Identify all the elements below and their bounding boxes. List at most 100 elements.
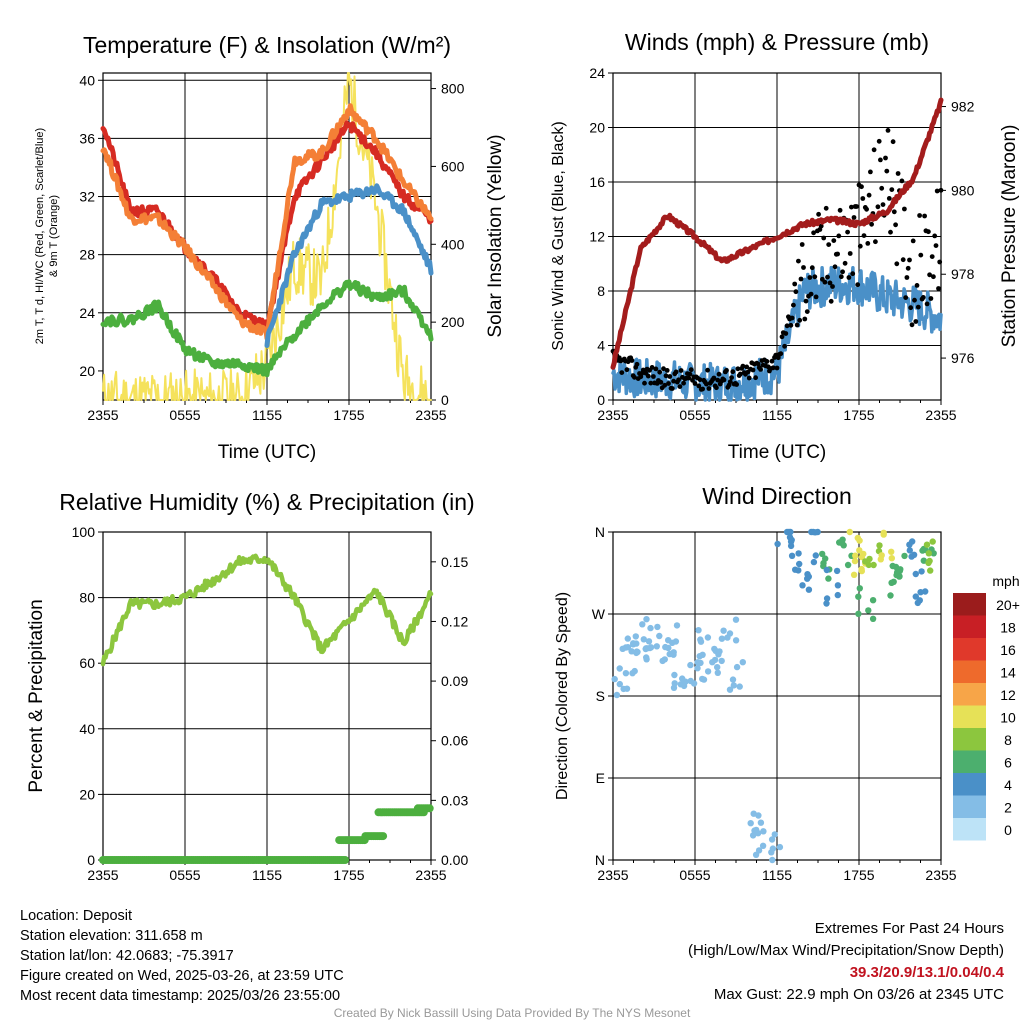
gust-point bbox=[894, 261, 900, 267]
station-elevation: Station elevation: 311.658 m bbox=[20, 928, 203, 944]
gust-point bbox=[859, 184, 864, 190]
gust-point bbox=[924, 301, 930, 307]
direction-point bbox=[687, 661, 694, 669]
gust-point bbox=[900, 257, 906, 263]
direction-point bbox=[823, 600, 830, 607]
gust-point bbox=[778, 351, 784, 357]
y2-tick-label: 200 bbox=[441, 314, 465, 330]
extremes-title: Extremes For Past 24 Hours bbox=[814, 920, 1004, 937]
x-axis-label: Time (UTC) bbox=[218, 442, 317, 463]
legend-swatch bbox=[953, 638, 986, 661]
gust-point bbox=[744, 364, 750, 370]
legend-label: 2 bbox=[1004, 800, 1012, 816]
direction-point bbox=[624, 635, 631, 642]
dewpoint-line bbox=[100, 279, 434, 378]
gust-point bbox=[727, 379, 733, 385]
gust-point bbox=[885, 127, 891, 133]
gust-point bbox=[715, 377, 721, 383]
gust-point bbox=[831, 238, 837, 244]
direction-point bbox=[906, 541, 913, 548]
gust-point bbox=[711, 375, 717, 381]
panel-title: Temperature (F) & Insolation (W/m²) bbox=[83, 32, 451, 58]
gust-point bbox=[895, 171, 901, 176]
precip-point bbox=[425, 804, 434, 813]
temperature-panel: 2355 0555 1155 1755 2355 40 36 32 28 24 20 800 600 40… bbox=[34, 32, 506, 463]
y2-tick-label: 976 bbox=[951, 350, 975, 366]
gust-point bbox=[758, 367, 763, 372]
extremes-block: Extremes For Past 24 Hours (High/Low/Max… bbox=[688, 918, 1004, 1006]
direction-point bbox=[929, 538, 936, 545]
direction-point bbox=[908, 553, 915, 560]
direction-point bbox=[623, 685, 631, 692]
gust-point bbox=[835, 251, 840, 257]
direction-point bbox=[616, 680, 623, 688]
direction-point bbox=[611, 675, 618, 683]
gust-point bbox=[866, 192, 872, 198]
direction-point bbox=[850, 571, 858, 578]
legend-swatch bbox=[953, 818, 986, 841]
direction-point bbox=[699, 651, 706, 658]
gust-point bbox=[837, 207, 843, 213]
y-tick-label: 40 bbox=[79, 72, 95, 88]
gust-point bbox=[740, 363, 746, 369]
x-tick-label: 2355 bbox=[87, 867, 118, 883]
gust-point bbox=[755, 361, 761, 367]
y-tick-label: 20 bbox=[79, 786, 95, 802]
gust-point bbox=[734, 382, 739, 387]
gust-point bbox=[929, 254, 935, 259]
y2-tick-label: 978 bbox=[951, 266, 975, 282]
y2-tick-label: 400 bbox=[441, 236, 465, 252]
y-tick-label: N bbox=[595, 524, 605, 540]
legend-label: 4 bbox=[1004, 777, 1012, 793]
direction-point bbox=[888, 548, 895, 555]
gust-point bbox=[724, 368, 729, 373]
direction-point bbox=[654, 623, 661, 631]
y-tick-label: 12 bbox=[589, 229, 605, 245]
gust-point bbox=[823, 205, 829, 211]
gust-point bbox=[915, 304, 921, 310]
wind-speed-line bbox=[611, 265, 943, 402]
y2-tick-label: 0.15 bbox=[441, 554, 468, 570]
gust-point bbox=[909, 322, 915, 328]
y-tick-label: 24 bbox=[589, 65, 605, 81]
legend-swatch bbox=[953, 773, 986, 796]
gust-point bbox=[629, 358, 635, 363]
direction-point bbox=[810, 558, 818, 566]
gust-point bbox=[905, 265, 911, 271]
x-tick-label: 1155 bbox=[252, 867, 282, 883]
direction-point bbox=[671, 671, 678, 679]
gust-point bbox=[808, 291, 814, 297]
gust-point bbox=[676, 377, 681, 383]
direction-point bbox=[694, 665, 701, 672]
gust-point bbox=[784, 323, 790, 329]
direction-point bbox=[704, 634, 712, 641]
direction-point bbox=[925, 550, 932, 557]
direction-point bbox=[820, 559, 827, 567]
direction-point bbox=[613, 691, 621, 699]
gust-point bbox=[857, 243, 863, 249]
legend-swatch bbox=[953, 795, 986, 818]
x-tick-label: 1155 bbox=[252, 407, 282, 423]
direction-point bbox=[760, 828, 767, 835]
y-tick-label: 32 bbox=[79, 189, 95, 205]
direction-point bbox=[787, 528, 794, 536]
gust-point bbox=[869, 221, 874, 227]
y-tick-label: W bbox=[592, 606, 606, 622]
gust-point bbox=[842, 260, 848, 266]
gust-point bbox=[764, 359, 770, 364]
y-tick-label: 100 bbox=[72, 524, 96, 540]
x-tick-label: 1755 bbox=[333, 867, 364, 883]
gust-point bbox=[926, 229, 931, 235]
direction-point bbox=[750, 810, 757, 817]
direction-point bbox=[865, 561, 872, 569]
legend-label: 20+ bbox=[996, 597, 1020, 613]
gust-point bbox=[807, 275, 813, 280]
direction-point bbox=[855, 610, 862, 617]
legend-swatch bbox=[953, 705, 986, 728]
y2-tick-label: 800 bbox=[441, 81, 465, 97]
direction-point bbox=[869, 597, 877, 604]
gust-point bbox=[922, 213, 927, 219]
gust-point bbox=[854, 204, 859, 209]
direction-point bbox=[897, 566, 904, 573]
